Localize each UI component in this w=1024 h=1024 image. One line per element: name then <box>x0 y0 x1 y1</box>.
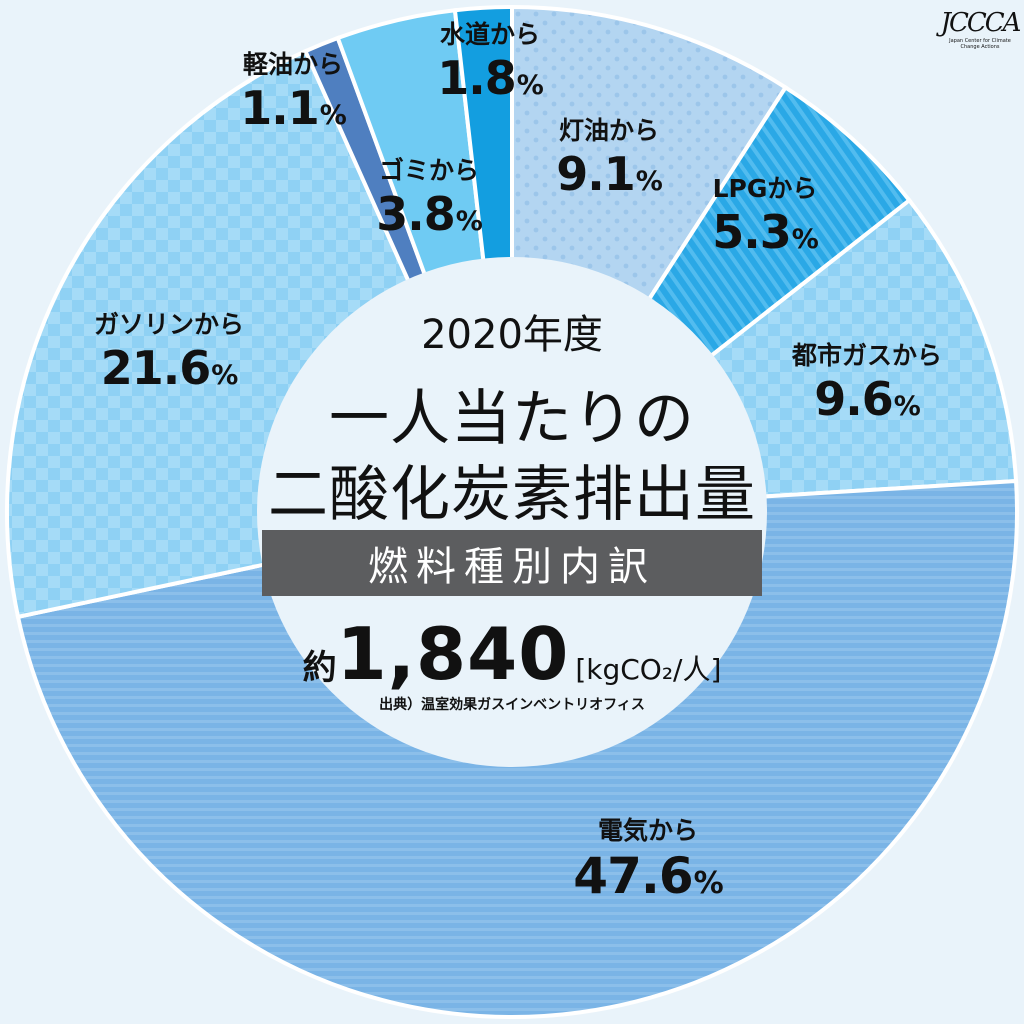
slice-label-unit: % <box>635 166 663 197</box>
slice-label: ガソリンから 21.6% <box>94 312 244 391</box>
jccca-logo: JCCCA Japan Center for Climate Change Ac… <box>940 8 1022 50</box>
slice-label-unit: % <box>791 224 819 255</box>
breakdown-band: 燃料種別内訳 <box>262 530 762 596</box>
slice-label-unit: % <box>455 206 483 237</box>
total-emission: 約1,840 [kgCO₂/人] <box>303 612 722 696</box>
slice-label: 都市ガスから 9.6% <box>792 343 942 422</box>
slice-label-name: 水道から <box>439 20 540 49</box>
slice-label: 電気から 47.6% <box>573 816 724 905</box>
slice-label-unit: % <box>693 866 724 901</box>
logo-mark: JCCCA <box>940 8 1022 38</box>
slice-label: 水道から 1.8% <box>437 20 544 105</box>
slice-label-name: LPGから <box>712 174 818 203</box>
slice-label: 灯油から 9.1% <box>556 116 663 201</box>
slice-label-value: 9.6% <box>814 372 921 426</box>
slice-label-name: 軽油から <box>242 50 343 79</box>
slice-label: ゴミから 3.8% <box>376 156 483 241</box>
slice-label-name: ガソリンから <box>93 310 245 339</box>
slice-label: 軽油から 1.1% <box>240 50 347 135</box>
chart-year: 2020年度 <box>421 312 603 358</box>
slice-label-value: 9.1% <box>556 147 663 201</box>
slice-label-name: ゴミから <box>378 156 479 185</box>
slice-label-name: 都市ガスから <box>791 341 943 370</box>
slice-label-value: 1.1% <box>240 81 347 135</box>
slice-label-value: 21.6% <box>100 341 239 395</box>
slice-label-value: 47.6% <box>573 847 724 905</box>
slice-label-unit: % <box>893 391 921 422</box>
total-unit: [kgCO₂/人] <box>575 653 722 686</box>
total-prefix: 約 <box>302 648 337 688</box>
slice-label: LPGから 5.3% <box>712 174 819 259</box>
slice-label-unit: % <box>319 100 347 131</box>
source-note: 出典）温室効果ガスインベントリオフィス <box>379 697 645 713</box>
slice-label-unit: % <box>211 360 238 391</box>
slice-label-value: 1.8% <box>437 51 544 105</box>
donut-hole <box>257 257 767 767</box>
slice-label-value: 5.3% <box>712 205 819 259</box>
chart-title-line2: 二酸化炭素排出量 <box>268 460 756 530</box>
total-value: 1,840 <box>336 612 570 696</box>
logo-subtitle: Japan Center for Climate Change Actions <box>949 38 1011 50</box>
slice-label-name: 電気から <box>597 816 698 845</box>
chart-title-line1: 一人当たりの <box>329 384 695 454</box>
slice-label-unit: % <box>516 70 544 101</box>
slice-label-value: 3.8% <box>376 187 483 241</box>
slice-label-name: 灯油から <box>558 116 659 145</box>
